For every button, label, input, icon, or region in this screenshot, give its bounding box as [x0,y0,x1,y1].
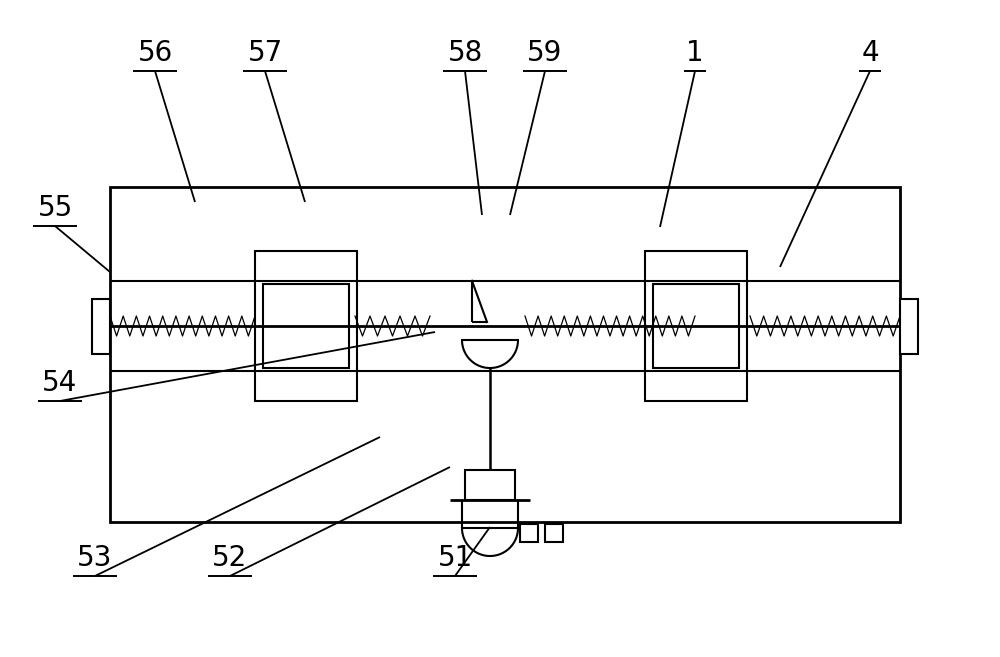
Bar [520,524,538,542]
Bar [110,187,900,522]
Bar [255,251,357,401]
Bar [92,298,110,353]
Text: 53: 53 [77,544,113,572]
Bar [465,470,515,500]
Text: 54: 54 [42,369,78,397]
Text: 58: 58 [447,39,483,67]
Bar [900,298,918,353]
Text: 4: 4 [861,39,879,67]
Text: 1: 1 [686,39,704,67]
Bar [645,251,747,401]
Text: 55: 55 [37,194,73,222]
Text: 51: 51 [437,544,473,572]
Text: 57: 57 [247,39,283,67]
Bar [263,284,349,369]
Bar [545,524,563,542]
Bar [653,284,739,369]
Text: 52: 52 [212,544,248,572]
Text: 59: 59 [527,39,563,67]
Text: 56: 56 [137,39,173,67]
